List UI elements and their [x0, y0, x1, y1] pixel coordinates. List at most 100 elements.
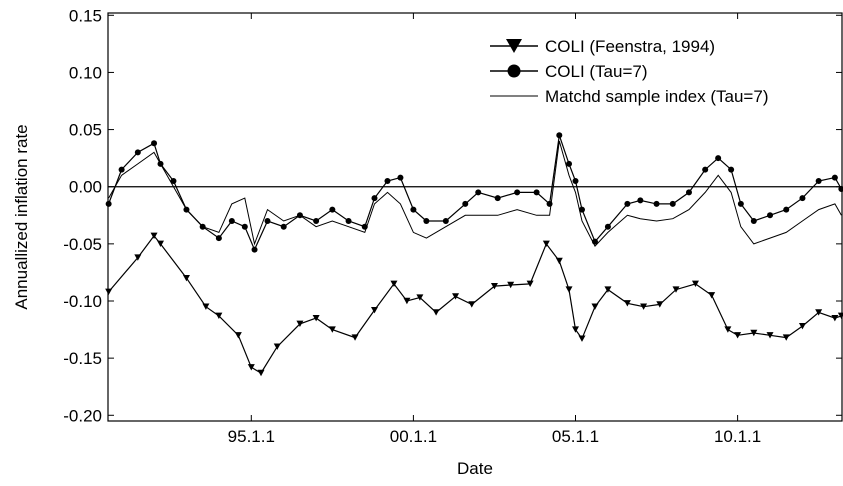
- data-point-triangle: [565, 286, 573, 293]
- x-axis-title: Date: [457, 459, 493, 478]
- data-point-circle: [604, 223, 611, 230]
- y-tick-label: 0.00: [69, 178, 102, 197]
- legend-label-1: COLI (Feenstra, 1994): [545, 37, 715, 56]
- data-point-triangle: [724, 326, 732, 333]
- data-point-triangle: [403, 297, 411, 305]
- x-tick-label: 95.1.1: [228, 427, 275, 446]
- data-point-circle: [533, 189, 540, 196]
- data-point-circle: [685, 189, 692, 196]
- data-point-circle: [118, 166, 125, 173]
- data-point-circle: [313, 218, 320, 224]
- data-point-triangle: [591, 303, 599, 310]
- axes: 0.15 0.10 0.05 0.00 -0.05 -0.10 -0.15 -0.20 95.1…: [63, 6, 843, 446]
- data-point-triangle: [468, 301, 476, 308]
- data-point-triangle: [273, 343, 281, 350]
- data-point-circle: [264, 218, 271, 224]
- data-point-circle: [728, 166, 735, 173]
- data-point-triangle: [202, 303, 210, 310]
- data-point-circle: [494, 195, 501, 202]
- data-point-circle: [783, 206, 790, 213]
- data-point-circle: [566, 160, 573, 167]
- x-tick-label: 00.1.1: [390, 427, 437, 446]
- data-point-circle: [371, 195, 378, 202]
- y-tick-label: -0.05: [63, 235, 102, 254]
- data-point-circle: [578, 206, 585, 213]
- data-point-triangle: [351, 334, 359, 341]
- data-point-circle: [653, 200, 660, 207]
- data-point-triangle: [578, 335, 586, 342]
- data-point-circle: [151, 140, 158, 147]
- data-point-triangle: [312, 314, 320, 322]
- data-point-triangle: [815, 309, 823, 316]
- data-point-triangle: [370, 306, 378, 314]
- data-point-triangle: [215, 312, 223, 320]
- legend-marker-circle: [507, 64, 521, 78]
- data-point-triangle: [105, 288, 113, 296]
- data-point-circle: [442, 218, 449, 224]
- y-tick-label: -0.20: [63, 406, 102, 425]
- data-point-circle: [767, 212, 774, 219]
- data-point-triangle: [526, 280, 534, 288]
- data-point-triangle: [782, 334, 790, 341]
- data-point-circle: [715, 155, 722, 162]
- y-tick-label: -0.15: [63, 349, 102, 368]
- y-tick-label: 0.10: [69, 63, 102, 82]
- data-point-circle: [462, 200, 469, 207]
- data-point-circle: [669, 200, 676, 207]
- data-point-triangle: [416, 294, 424, 301]
- y-tick-label: 0.05: [69, 121, 102, 140]
- data-point-circle: [737, 200, 744, 207]
- plot-area: [105, 132, 843, 377]
- data-point-circle: [514, 189, 521, 196]
- legend-label-3: Matchd sample index (Tau=7): [545, 87, 768, 106]
- data-point-triangle: [555, 257, 563, 265]
- data-point-triangle: [432, 309, 440, 316]
- data-point-triangle: [182, 274, 190, 282]
- data-point-circle: [624, 200, 631, 207]
- data-point-circle: [241, 223, 248, 230]
- data-point-circle: [228, 218, 235, 224]
- data-point-triangle: [542, 240, 550, 248]
- data-point-triangle: [507, 281, 515, 289]
- data-point-triangle: [708, 292, 716, 299]
- data-point-circle: [384, 178, 391, 184]
- data-point-circle: [572, 178, 579, 184]
- data-point-circle: [105, 200, 112, 207]
- data-point-triangle: [672, 286, 680, 293]
- data-point-circle: [397, 174, 404, 181]
- data-point-circle: [280, 223, 287, 230]
- plot-frame: [107, 12, 843, 422]
- data-point-circle: [702, 166, 709, 173]
- data-point-triangle: [766, 332, 774, 339]
- x-tick-label: 05.1.1: [552, 427, 599, 446]
- data-point-circle: [556, 132, 563, 139]
- data-point-circle: [750, 218, 757, 224]
- data-point-triangle: [296, 320, 304, 328]
- legend-marker-triangle: [506, 39, 522, 53]
- data-point-triangle: [623, 300, 631, 307]
- data-point-circle: [637, 197, 644, 204]
- data-point-circle: [215, 235, 222, 242]
- series-line-3: [108, 140, 842, 247]
- y-axis-title: Annuallized inflation rate: [12, 124, 31, 309]
- legend: COLI (Feenstra, 1994) COLI (Tau=7) Matchd …: [490, 37, 768, 106]
- legend-label-2: COLI (Tau=7): [545, 62, 648, 81]
- data-point-triangle: [750, 329, 758, 337]
- data-point-circle: [410, 206, 417, 213]
- data-point-circle: [345, 218, 352, 224]
- series-line-1: [108, 234, 842, 374]
- data-point-triangle: [831, 314, 839, 322]
- data-point-triangle: [734, 332, 742, 339]
- data-point-circle: [423, 218, 430, 224]
- data-point-circle: [799, 195, 806, 202]
- data-point-triangle: [257, 369, 265, 377]
- data-point-circle: [170, 178, 177, 184]
- data-point-triangle: [691, 280, 699, 288]
- data-point-triangle: [490, 282, 498, 290]
- data-point-circle: [134, 149, 141, 156]
- data-point-circle: [251, 246, 258, 253]
- data-point-triangle: [604, 286, 612, 293]
- data-point-triangle: [150, 232, 158, 240]
- data-point-triangle: [134, 254, 142, 261]
